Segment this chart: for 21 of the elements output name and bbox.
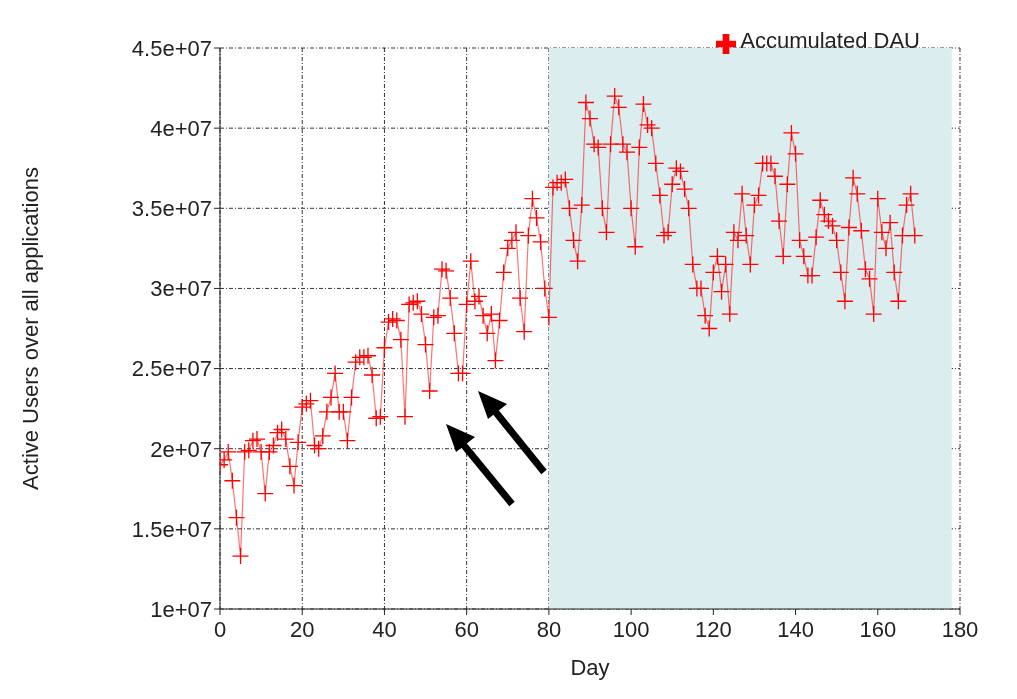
legend-label: Accumulated DAU [740,28,920,53]
x-tick-label: 60 [454,616,479,642]
x-tick-label: 180 [941,616,979,642]
y-tick-label: 4.5e+07 [131,35,212,61]
x-tick-label: 140 [777,616,814,642]
x-tick-label: 20 [289,616,315,642]
y-tick-label: 2.5e+07 [131,356,212,382]
y-tick-label: 1.5e+07 [131,516,212,542]
x-tick-label: 160 [859,616,897,642]
y-axis-title: Active Users over all applications [17,167,43,490]
y-tick-label: 3.5e+07 [131,196,212,222]
x-tick-label: 40 [372,616,397,642]
x-axis-title: Day [570,655,610,680]
x-tick-label: 80 [536,616,562,642]
y-tick-label: 2e+07 [150,436,212,462]
y-tick-label: 1e+07 [150,596,212,622]
y-tick-label: 4e+07 [150,115,212,141]
x-tick-label: 100 [612,616,650,642]
x-tick-label: 0 [213,616,227,642]
y-tick-label: 3e+07 [150,276,212,302]
x-tick-label: 120 [694,616,732,642]
